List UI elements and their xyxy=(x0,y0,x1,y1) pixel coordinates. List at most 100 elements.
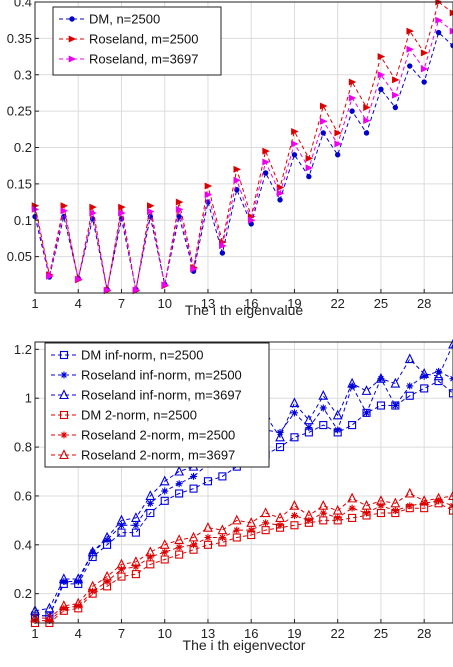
data-point xyxy=(203,540,213,549)
data-point xyxy=(160,496,169,505)
data-point xyxy=(347,377,357,388)
legend-item: Roseland, m=3697 xyxy=(59,52,199,67)
data-point xyxy=(305,516,313,524)
legend-item: Roseland inf-norm, m=3697 xyxy=(51,388,242,403)
data-point xyxy=(147,208,155,215)
data-point xyxy=(305,154,314,162)
data-point xyxy=(305,424,313,432)
data-point xyxy=(378,86,384,93)
y-tick-label: 0.8 xyxy=(14,440,32,455)
data-point xyxy=(421,79,427,85)
data-point xyxy=(60,202,69,210)
data-point xyxy=(318,390,329,400)
data-point xyxy=(131,556,141,566)
x-tick-label: 1 xyxy=(31,626,38,641)
data-point xyxy=(348,513,357,522)
data-point xyxy=(89,587,97,595)
data-point xyxy=(390,497,401,508)
data-point xyxy=(348,504,356,512)
series-line xyxy=(35,502,453,624)
data-point xyxy=(58,573,69,584)
data-point xyxy=(376,401,385,410)
y-tick-label: 0.35 xyxy=(7,31,32,46)
data-point xyxy=(203,521,213,532)
x-tick-label: 13 xyxy=(201,626,215,641)
data-point xyxy=(349,108,355,114)
data-point xyxy=(363,509,371,517)
data-point xyxy=(204,191,213,199)
legend-item: DM 2-norm, n=2500 xyxy=(51,408,197,423)
data-point xyxy=(44,602,55,613)
data-point xyxy=(406,502,414,510)
chart-panel-1: 1 4 7 10 13 16 19 22 25 28 0.05 0.1 0.15 0.2 0.25 0.3 0.… xyxy=(7,0,453,318)
x-tick-label: 13 xyxy=(201,296,215,311)
legend-marker xyxy=(59,350,69,360)
x-tick-label: 25 xyxy=(374,626,388,641)
data-point xyxy=(190,472,198,480)
data-point xyxy=(319,102,328,110)
data-point xyxy=(319,516,328,525)
series-4 xyxy=(30,499,453,628)
data-point xyxy=(303,414,314,425)
data-point xyxy=(275,431,285,442)
data-point xyxy=(433,492,444,503)
data-point xyxy=(291,152,298,158)
data-point xyxy=(219,242,227,250)
data-point xyxy=(277,197,283,203)
data-point xyxy=(246,517,257,527)
data-point xyxy=(305,164,314,172)
data-point xyxy=(103,577,111,585)
data-point xyxy=(419,368,430,378)
x-tick-label: 28 xyxy=(417,296,431,311)
data-point xyxy=(334,129,342,137)
data-point xyxy=(377,53,386,61)
x-axis-label: The i th eigenvalue xyxy=(185,302,304,318)
data-point xyxy=(45,612,53,620)
data-point xyxy=(406,382,414,390)
data-point xyxy=(361,385,372,395)
data-point xyxy=(290,521,299,530)
data-point xyxy=(204,533,212,541)
legend-marker xyxy=(68,55,77,63)
data-point xyxy=(188,531,199,542)
data-point xyxy=(391,507,399,515)
data-point xyxy=(189,484,198,493)
x-tick-label: 25 xyxy=(374,296,388,311)
data-point xyxy=(448,389,453,398)
data-point xyxy=(116,514,127,525)
data-point xyxy=(60,577,68,585)
data-point xyxy=(131,512,141,522)
data-point xyxy=(176,213,182,220)
data-point xyxy=(449,9,453,17)
data-point xyxy=(218,533,226,541)
data-point xyxy=(332,409,343,420)
data-point xyxy=(103,536,111,544)
data-point xyxy=(262,147,270,155)
data-point xyxy=(363,130,370,136)
data-point xyxy=(161,281,169,289)
x-tick-label: 7 xyxy=(118,626,125,641)
data-point xyxy=(434,377,443,386)
data-point xyxy=(334,152,341,158)
legend-item: Roseland 2-norm, m=2500 xyxy=(51,428,235,443)
data-point xyxy=(334,514,342,522)
data-point xyxy=(231,514,242,525)
data-point xyxy=(320,130,326,136)
series-line xyxy=(35,500,453,622)
x-tick-label: 16 xyxy=(244,626,258,641)
data-point xyxy=(175,543,183,551)
y-tick-label: 1.2 xyxy=(14,342,32,357)
data-point xyxy=(391,402,399,410)
legend-item: Roseland inf-norm, m=2500 xyxy=(51,368,242,383)
series-line xyxy=(35,380,453,617)
data-point xyxy=(406,45,414,53)
legend-marker xyxy=(59,410,69,420)
data-point xyxy=(448,338,453,349)
data-point xyxy=(44,612,55,623)
data-point xyxy=(175,550,184,559)
data-point xyxy=(435,497,443,505)
data-point xyxy=(348,382,356,390)
data-point xyxy=(319,509,327,517)
y-tick-label: 0.25 xyxy=(7,104,32,119)
